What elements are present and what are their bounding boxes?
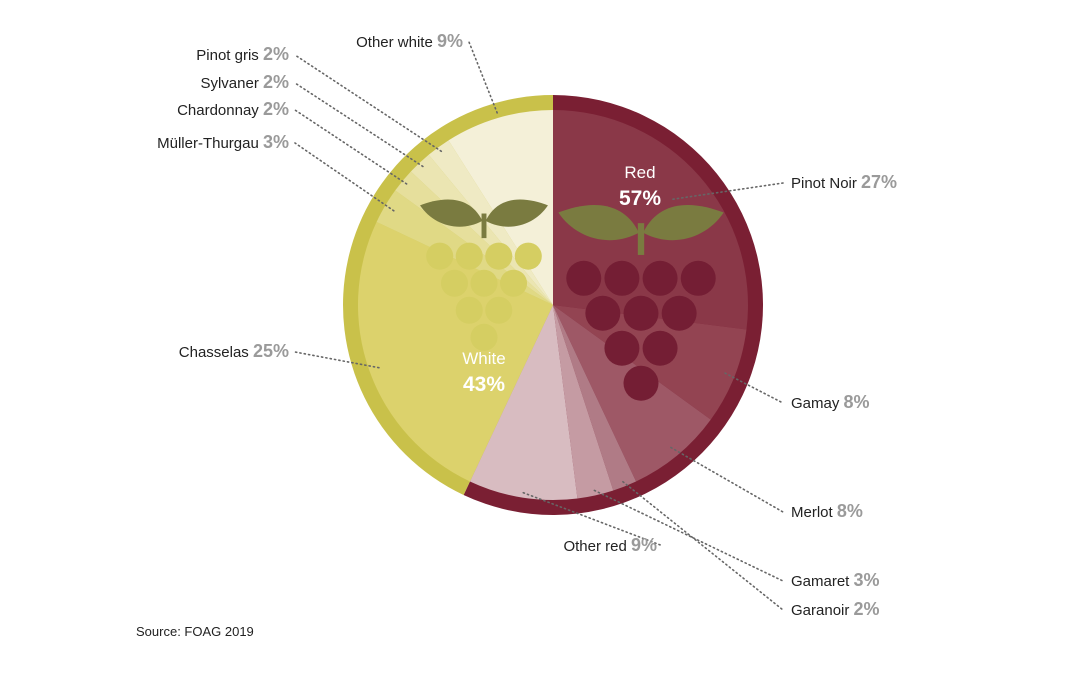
grape-icons (420, 199, 724, 401)
label-value: 2% (854, 599, 880, 619)
berry (470, 269, 498, 297)
label-name: Pinot Noir (791, 175, 861, 192)
slice-gamaret (553, 305, 614, 499)
berry (680, 260, 716, 296)
slice-garanoir (553, 305, 637, 491)
group-white-value: 43% (463, 373, 505, 396)
group-red-name: Red (624, 163, 655, 182)
white-grape-icon (420, 199, 548, 351)
berry (499, 269, 528, 297)
leader-chardonnay (294, 109, 408, 185)
berry (440, 269, 469, 297)
berry (642, 330, 678, 366)
leader-sylvaner (294, 82, 424, 168)
label-value: 2% (263, 44, 289, 64)
berry (585, 295, 621, 331)
label-name: Other white (356, 34, 437, 51)
label-value: 9% (631, 535, 657, 555)
berry (604, 260, 640, 296)
label-sylvaner: Sylvaner 2% (200, 72, 289, 92)
label-merlot: Merlot 8% (791, 501, 863, 521)
group-labels: Red 57% White 43% (462, 163, 661, 396)
leader-merlot (670, 446, 784, 513)
group-white-name: White (462, 349, 505, 368)
label-other-white: Other white 9% (356, 31, 463, 51)
label-chardonnay: Chardonnay 2% (177, 99, 289, 119)
label-name: Chardonnay (177, 102, 263, 119)
label-value: 8% (844, 392, 870, 412)
leader-chasselas (294, 351, 380, 369)
label-name: Merlot (791, 504, 837, 521)
berry (623, 365, 659, 401)
leaf-right (485, 199, 548, 227)
label-name: Chasselas (179, 344, 253, 361)
label-value: 25% (253, 341, 289, 361)
source-note: Source: FOAG 2019 (136, 624, 254, 639)
leader-other-white (468, 41, 499, 114)
leaf-left (558, 204, 639, 241)
slice-labels: Pinot Noir 27%Gamay 8%Merlot 8%Garanoir … (157, 31, 897, 619)
label-chasselas: Chasselas 25% (179, 341, 289, 361)
leader-muller-thurgau (294, 142, 395, 212)
label-value: 8% (837, 501, 863, 521)
leaf-left (420, 199, 483, 227)
label-gamaret: Gamaret 3% (791, 570, 880, 590)
label-value: 2% (263, 99, 289, 119)
leader-gamaret (593, 489, 784, 582)
label-name: Garanoir (791, 602, 854, 619)
berry (642, 260, 678, 296)
label-muller-thurgau: Müller-Thurgau 3% (157, 132, 289, 152)
leader-pinot-gris (294, 54, 443, 153)
berry (514, 242, 542, 270)
berry (455, 242, 483, 270)
berry (604, 330, 640, 366)
label-other-red: Other red 9% (563, 535, 657, 555)
label-name: Gamay (791, 395, 844, 412)
leader-other-red (522, 491, 664, 547)
label-name: Müller-Thurgau (157, 135, 263, 152)
berry (426, 242, 454, 270)
label-name: Gamaret (791, 573, 854, 590)
label-value: 3% (854, 570, 880, 590)
label-name: Other red (563, 538, 631, 555)
red-grape-icon (558, 204, 724, 401)
label-gamay: Gamay 8% (791, 392, 870, 412)
label-garanoir: Garanoir 2% (791, 599, 880, 619)
berry (661, 295, 697, 331)
label-value: 2% (263, 72, 289, 92)
leaf-right (643, 204, 724, 241)
stem (637, 223, 645, 255)
label-pinot-gris: Pinot gris 2% (196, 44, 289, 64)
berry (485, 296, 513, 324)
label-value: 3% (263, 132, 289, 152)
group-red-value: 57% (619, 187, 661, 210)
leader-garanoir (622, 480, 784, 611)
leader-gamay (724, 372, 784, 404)
leader-pinot-noir (672, 182, 784, 200)
label-name: Pinot gris (196, 47, 263, 64)
berry (455, 296, 483, 324)
berry (566, 260, 602, 296)
slice-other-red (469, 305, 578, 500)
leader-lines (294, 41, 784, 611)
label-value: 9% (437, 31, 463, 51)
berry (485, 242, 513, 270)
berry (470, 323, 498, 351)
stem (481, 213, 487, 239)
label-value: 27% (861, 172, 897, 192)
label-pinot-noir: Pinot Noir 27% (791, 172, 897, 192)
label-name: Sylvaner (200, 75, 263, 92)
berry (623, 295, 659, 331)
